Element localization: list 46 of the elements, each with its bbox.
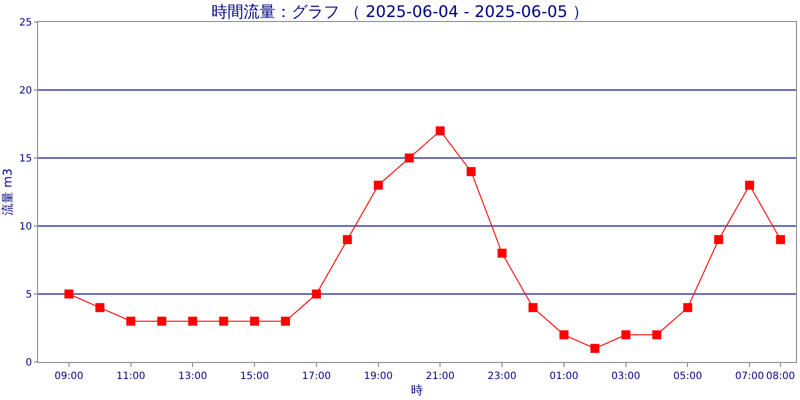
point xyxy=(776,235,786,244)
point xyxy=(250,316,260,326)
point xyxy=(621,330,630,340)
point xyxy=(374,180,383,190)
point xyxy=(683,303,692,312)
y-tick-label: 5 xyxy=(26,290,32,300)
point xyxy=(64,290,74,298)
point xyxy=(652,330,662,340)
y-tick-label: 20 xyxy=(19,86,32,96)
y-tick-label: 10 xyxy=(19,222,32,232)
x-tick-label: 03:00 xyxy=(611,371,640,382)
x-tick-label: 08:00 xyxy=(766,371,795,382)
point xyxy=(126,316,136,326)
point xyxy=(342,235,352,244)
point xyxy=(281,316,290,326)
x-axis-title: 時 xyxy=(411,382,423,397)
x-tick-label: 01:00 xyxy=(550,371,578,382)
point xyxy=(528,303,538,312)
y-tick-label: 0 xyxy=(26,358,32,368)
x-tick-label: 07:00 xyxy=(735,371,764,382)
x-tick-label: 15:00 xyxy=(240,371,269,382)
x-tick-label: 05:00 xyxy=(673,371,702,382)
x-tick-label: 19:00 xyxy=(364,371,393,382)
point xyxy=(219,316,228,326)
point xyxy=(559,330,568,340)
chart-title: 時間流量：グラフ （ 2025-06-04 - 2025-06-05 ） xyxy=(211,2,589,22)
point xyxy=(404,154,414,162)
y-tick-label: 15 xyxy=(19,154,32,164)
point xyxy=(157,316,166,326)
y-axis-title: 流量 m3 xyxy=(0,168,15,216)
x-tick-label: 11:00 xyxy=(116,371,146,382)
x-tick-label: 13:00 xyxy=(178,371,208,382)
x-tick-label: 09:00 xyxy=(54,371,84,382)
point xyxy=(188,316,198,326)
x-tick-label: 23:00 xyxy=(488,371,516,382)
point xyxy=(466,167,476,176)
point xyxy=(498,248,507,258)
point xyxy=(745,180,754,190)
y-tick-label: 25 xyxy=(19,18,32,28)
point xyxy=(436,126,445,136)
point xyxy=(714,235,724,244)
point xyxy=(590,344,600,353)
x-tick-label: 21:00 xyxy=(426,371,455,382)
point xyxy=(95,303,104,312)
x-tick-label: 17:00 xyxy=(302,371,331,382)
point xyxy=(312,290,321,298)
